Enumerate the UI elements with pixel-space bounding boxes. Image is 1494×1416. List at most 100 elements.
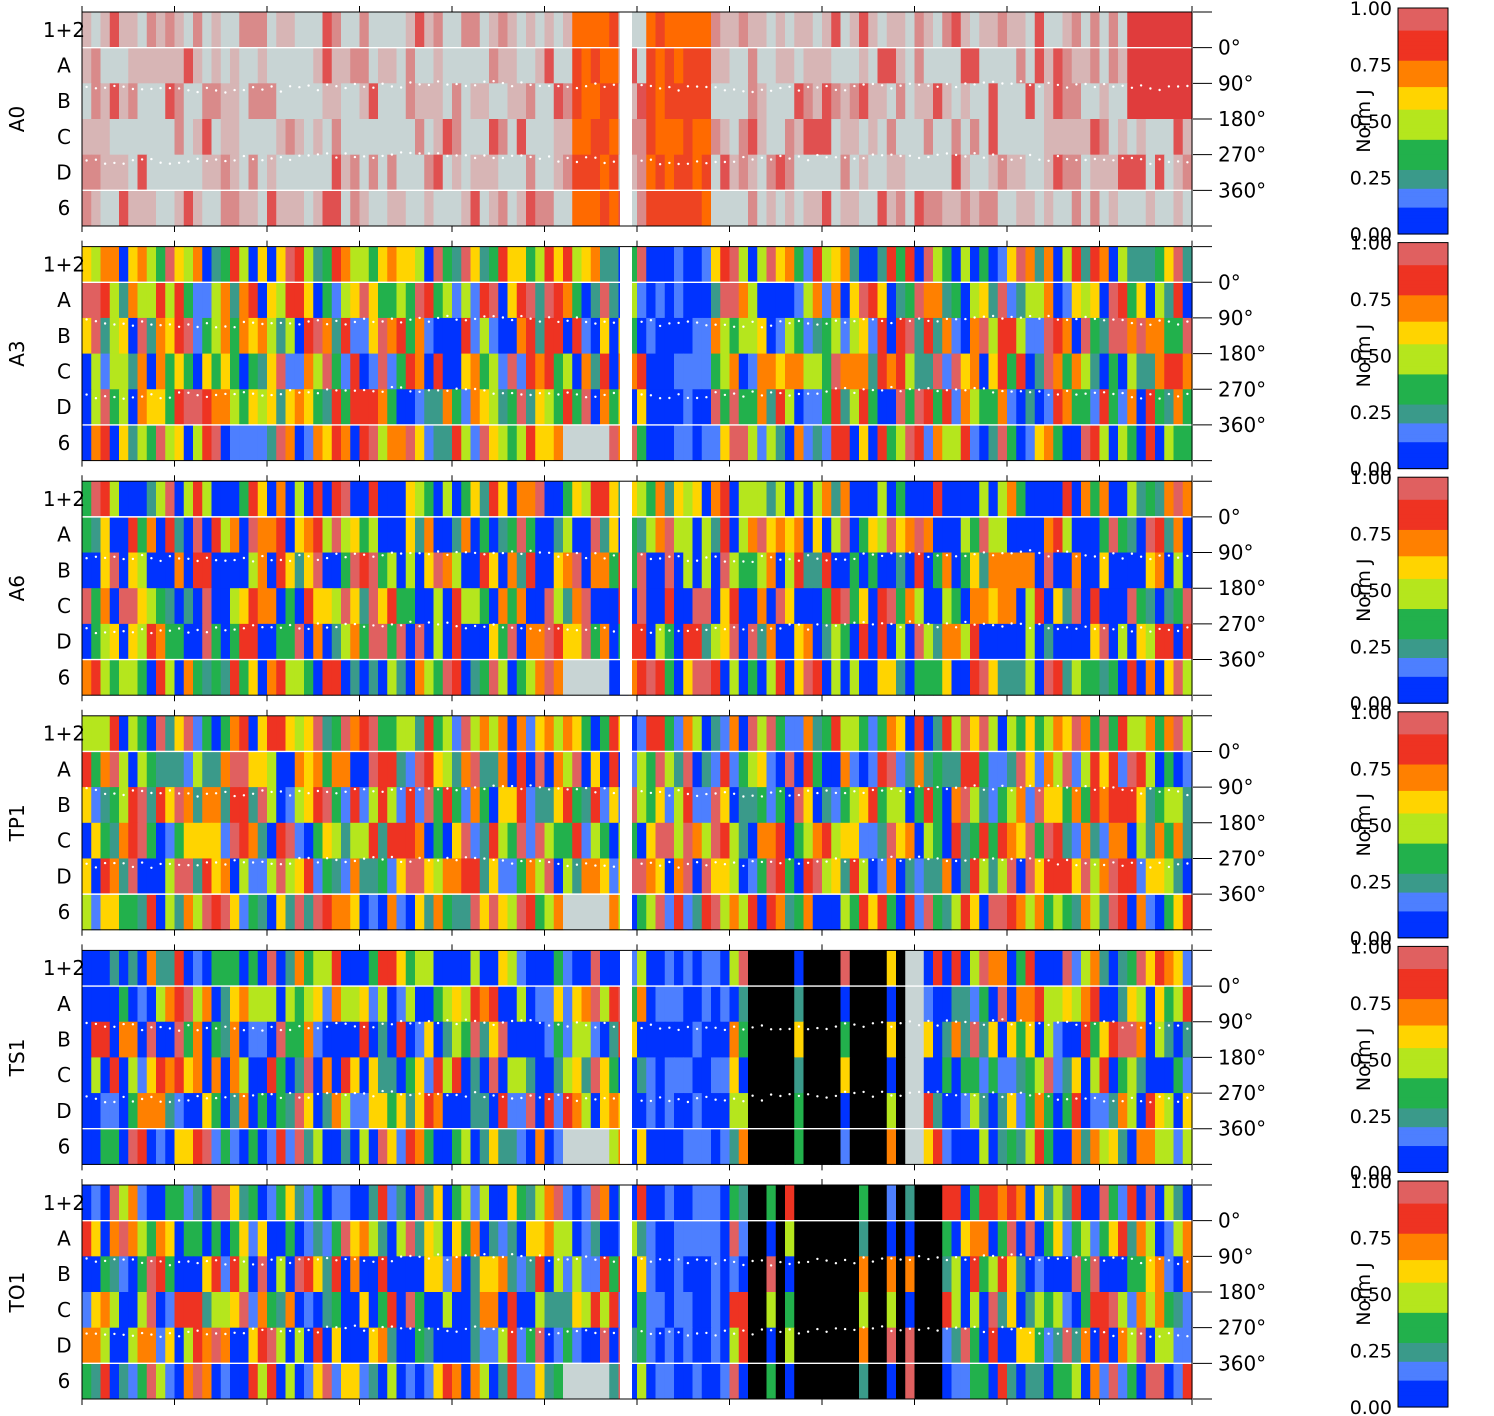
trace-point [381, 82, 384, 85]
heatmap-cell [1062, 950, 1073, 987]
heatmap-cell [738, 986, 749, 1023]
heatmap-cell [119, 1128, 129, 1165]
heatmap-cell [405, 986, 416, 1023]
heatmap-cell [609, 659, 620, 696]
heatmap-cell [563, 1057, 573, 1094]
heatmap-cell [230, 424, 240, 461]
heatmap-cell [664, 353, 675, 390]
heatmap-cell [378, 282, 388, 319]
heatmap-cell [775, 282, 786, 319]
trace-point [1186, 161, 1189, 164]
colorbar-swatch [1398, 207, 1448, 212]
heatmap-cell [544, 1093, 555, 1130]
heatmap-cell [433, 787, 444, 824]
heatmap-cell [600, 353, 610, 390]
heatmap-cell [581, 1093, 592, 1130]
heatmap-cell [304, 389, 314, 426]
heatmap-cell [1173, 588, 1184, 625]
heatmap-cell [1090, 1021, 1101, 1058]
heatmap-cell [359, 282, 370, 319]
trace-point [279, 863, 283, 866]
heatmap-cell [1062, 353, 1073, 390]
heatmap-cell [581, 787, 592, 824]
heatmap-cell [313, 822, 324, 859]
heatmap-cell [267, 389, 277, 426]
heatmap-cell [970, 659, 980, 696]
trace-point [205, 86, 209, 90]
heatmap-cell [590, 317, 601, 354]
heatmap-cell [637, 787, 647, 824]
heatmap-cell [840, 1057, 851, 1094]
heatmap-cell [322, 751, 333, 788]
heatmap-cell [507, 1128, 518, 1165]
heatmap-cell [507, 787, 518, 824]
heatmap-cell [257, 246, 268, 283]
heatmap-cell [146, 154, 157, 191]
heatmap-cell [766, 822, 777, 859]
heatmap-cell [914, 1021, 925, 1058]
trace-point [196, 394, 199, 397]
trace-point [751, 794, 754, 797]
heatmap-cell [831, 154, 842, 191]
heatmap-cell [461, 659, 472, 696]
heatmap-cell [544, 190, 555, 227]
heatmap-cell [285, 950, 296, 987]
heatmap-cell [442, 1057, 453, 1094]
heatmap-cell [563, 552, 573, 589]
trace-point [816, 153, 819, 157]
trace-point [769, 158, 773, 161]
trace-point [816, 860, 819, 863]
heatmap-cell [951, 83, 962, 120]
heatmap-cell [368, 623, 379, 660]
heatmap-cell [609, 552, 620, 589]
heatmap-cell [479, 751, 490, 788]
heatmap-cell [637, 119, 647, 156]
heatmap-cell [914, 1057, 925, 1094]
heatmap-cell [516, 552, 527, 589]
trace-point [705, 792, 708, 796]
heatmap-cell [877, 1021, 888, 1058]
heatmap-cell [655, 154, 666, 191]
trace-point [224, 325, 227, 328]
heatmap-cell [637, 424, 647, 461]
heatmap-cell [701, 154, 712, 191]
trace-point [1130, 321, 1134, 325]
heatmap-cell [479, 246, 490, 283]
heatmap-cell [877, 588, 888, 625]
heatmap-cell [405, 623, 416, 660]
heatmap-cell [627, 481, 638, 518]
heatmap-cell [470, 353, 481, 390]
trace-point [899, 154, 902, 158]
heatmap-cell [877, 282, 888, 319]
trace-point [362, 625, 366, 628]
trace-point [483, 315, 486, 318]
trace-point [1158, 554, 1161, 557]
heatmap-cell [960, 822, 971, 859]
row-label: A [57, 523, 71, 547]
heatmap-cell [442, 623, 453, 660]
heatmap-cell [1016, 424, 1027, 461]
heatmap-cell [1007, 246, 1017, 283]
heatmap-cell [979, 858, 990, 895]
heatmap-cell [535, 623, 546, 660]
heatmap-cell [304, 715, 314, 752]
trace-point [936, 554, 939, 557]
heatmap-cell [489, 1128, 499, 1165]
heatmap-cell [831, 623, 842, 660]
heatmap-cell [1108, 1021, 1119, 1058]
heatmap-cell [812, 154, 823, 191]
heatmap-cell [507, 424, 518, 461]
trace-point [335, 389, 338, 392]
heatmap-cell [507, 894, 518, 931]
heatmap-cell [849, 83, 860, 120]
trace-point [668, 555, 671, 558]
colorbar-swatch [1398, 563, 1448, 569]
heatmap-cell [267, 154, 277, 191]
heatmap-cell [1062, 119, 1073, 156]
trace-point [85, 557, 88, 560]
heatmap-cell [442, 858, 453, 895]
heatmap-cell [489, 190, 499, 227]
heatmap-cell [868, 588, 879, 625]
heatmap-cell [1062, 516, 1073, 553]
heatmap-cell [183, 83, 194, 120]
